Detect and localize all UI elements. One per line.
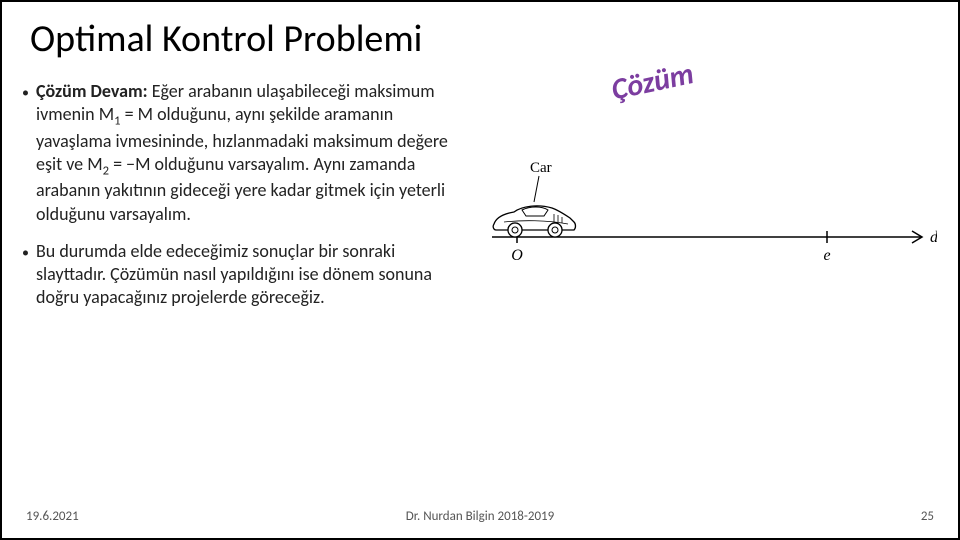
e-label: e (823, 247, 830, 264)
car-axis-diagram: O e d Car (482, 152, 937, 282)
p1-eq2: = −M (109, 153, 150, 175)
paragraph-1: Çözüm Devam: Eğer arabanın ulaşabileceği… (36, 80, 452, 226)
car-pointer-line (534, 176, 539, 202)
bullet-icon: • (22, 80, 36, 102)
solution-label: Çözüm (608, 55, 697, 108)
car-label: Car (530, 160, 552, 176)
paragraph-2: Bu durumda elde edeceğimiz sonuçlar bir … (36, 240, 452, 309)
slide-title: Optimal Kontrol Problemi (30, 16, 422, 62)
footer-page-number: 25 (921, 509, 934, 524)
footer-author: Dr. Nurdan Bilgin 2018-2019 (2, 509, 958, 524)
p1-m1: M (99, 103, 114, 125)
body-text: • Çözüm Devam: Eğer arabanın ulaşabilece… (22, 80, 452, 323)
car-icon (493, 206, 575, 237)
p1-m2: M (87, 153, 102, 175)
origin-label: O (511, 247, 523, 264)
d-label: d (930, 229, 937, 246)
slide: Optimal Kontrol Problemi • Çözüm Devam: … (0, 0, 960, 540)
lead-bold: Çözüm Devam: (36, 80, 152, 102)
bullet-icon: • (22, 240, 36, 262)
p1-eq1: = M (121, 103, 154, 125)
